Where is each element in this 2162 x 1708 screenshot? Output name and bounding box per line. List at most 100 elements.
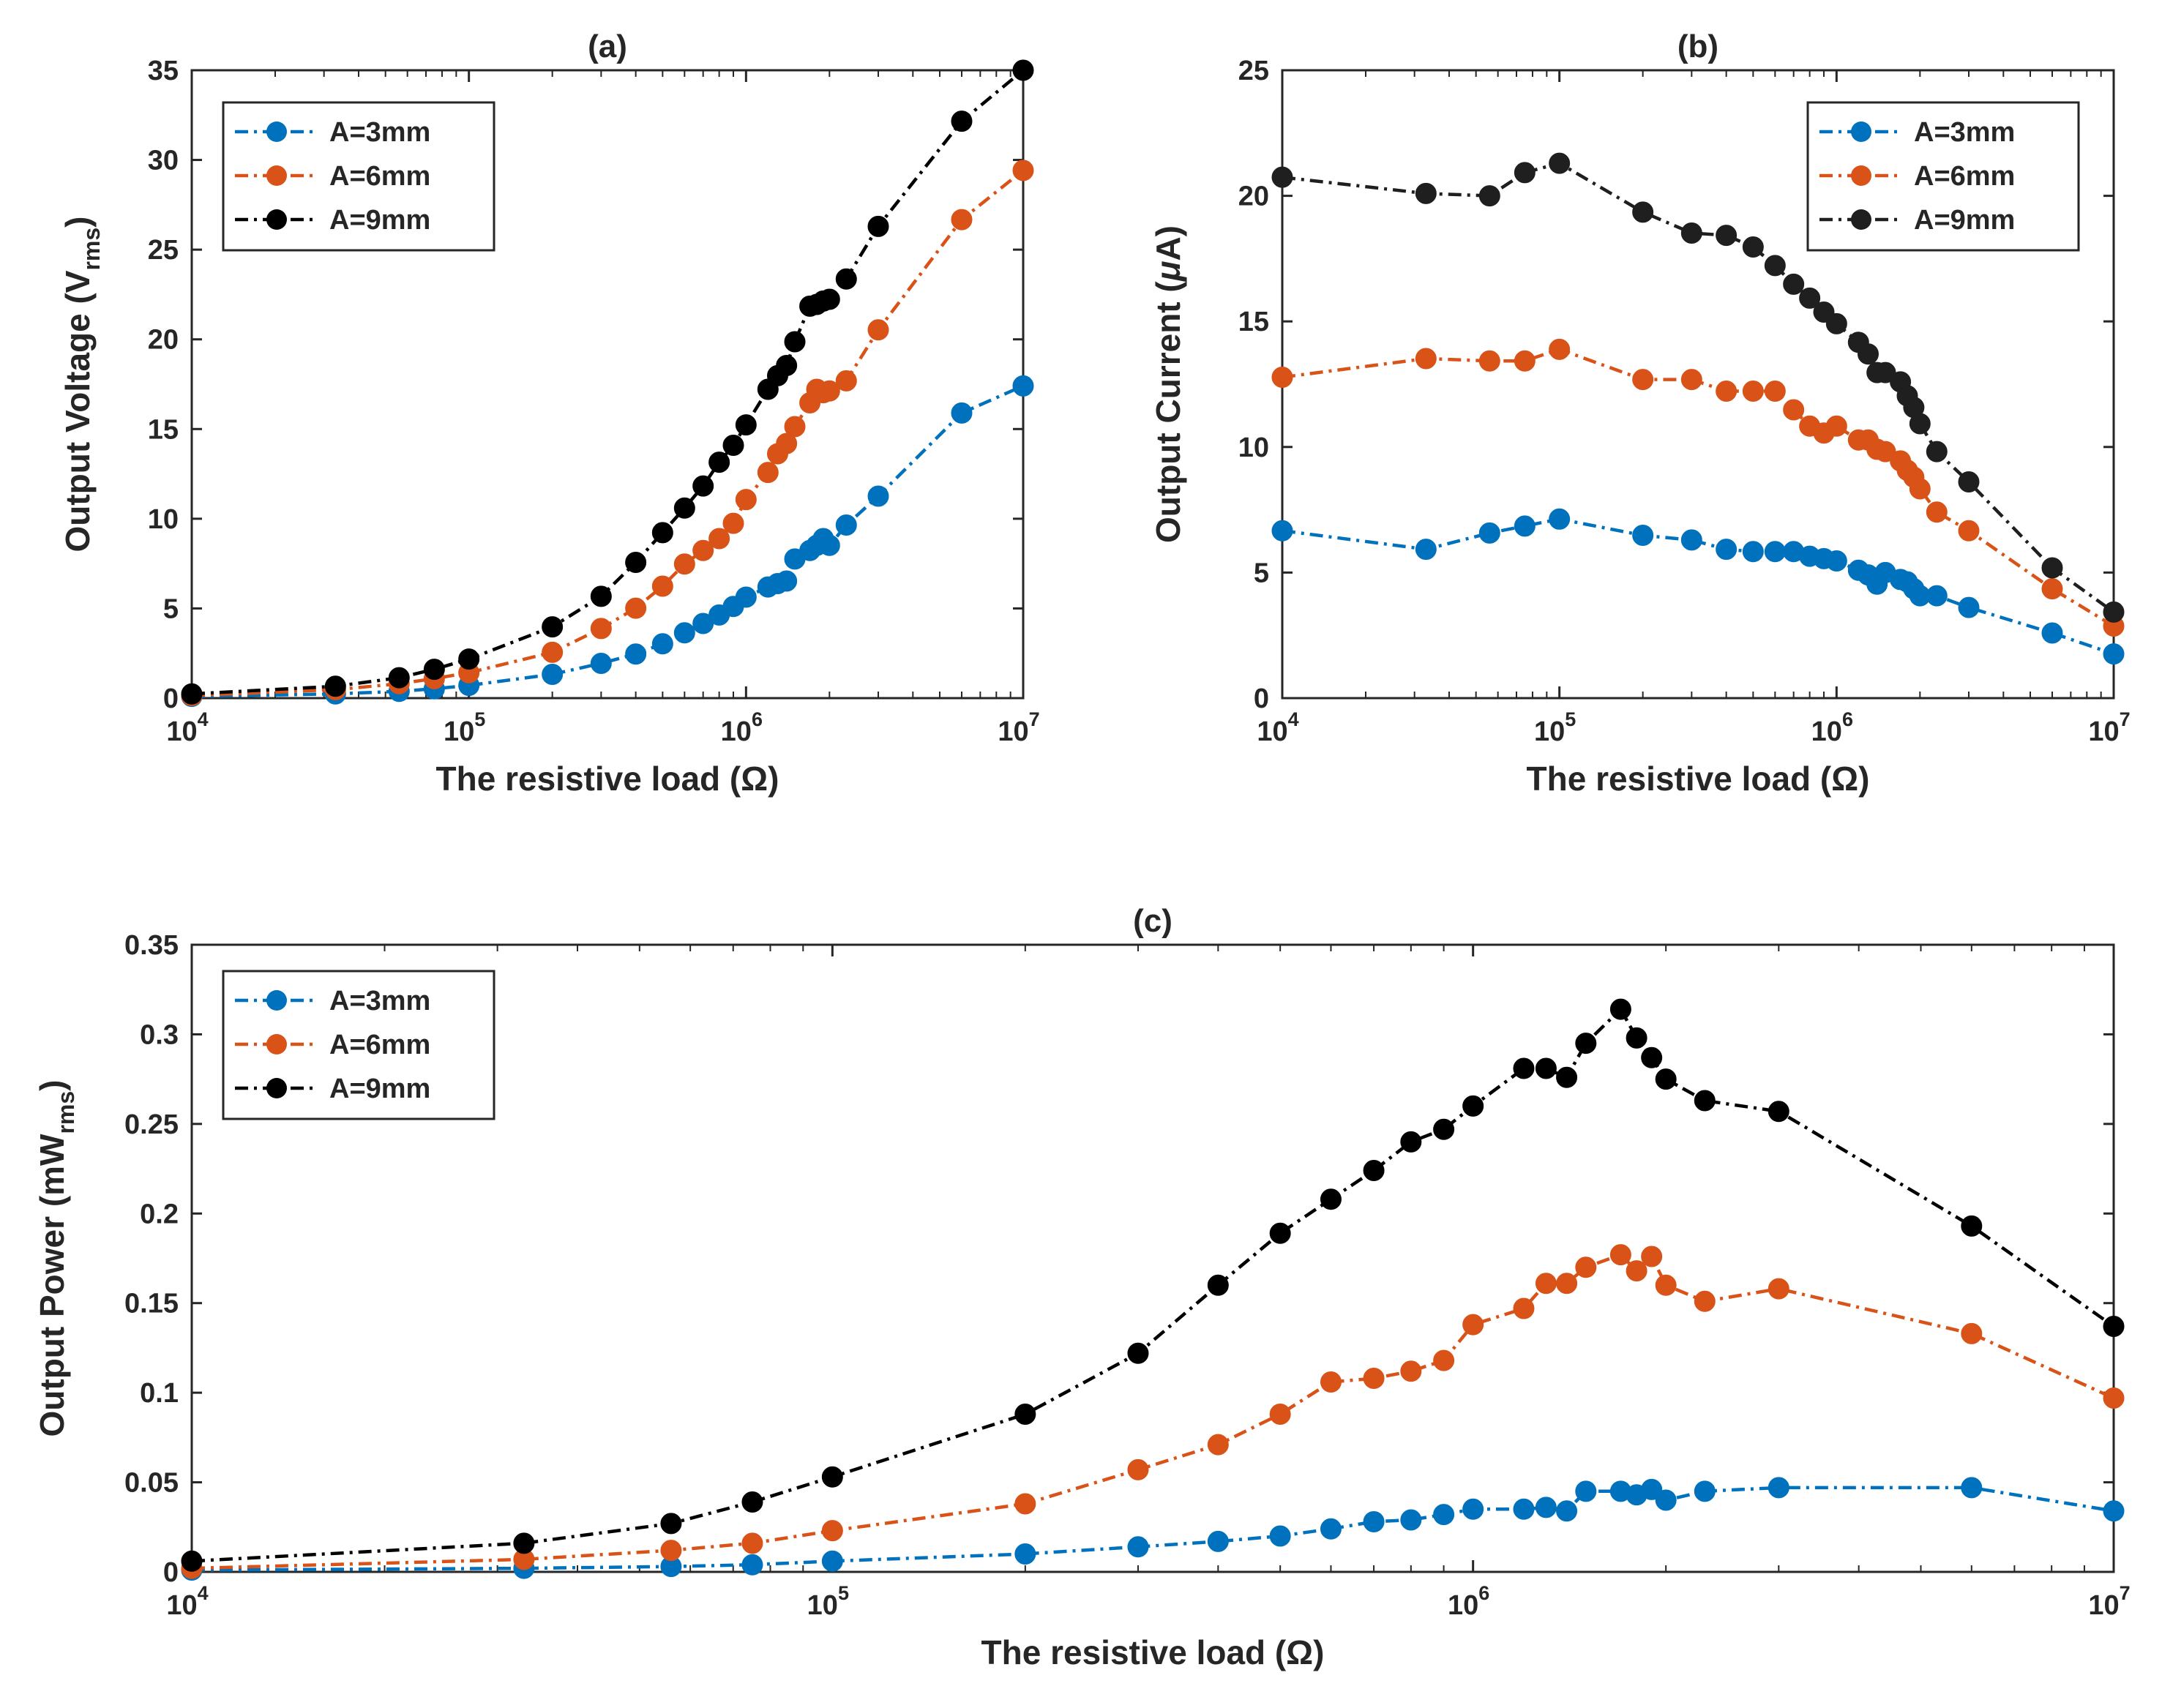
data-point [1575, 1033, 1597, 1055]
data-point [1958, 520, 1980, 542]
data-point [1271, 366, 1293, 388]
data-point [2103, 1387, 2125, 1409]
data-point [1478, 185, 1500, 207]
data-point [1433, 1118, 1455, 1140]
data-point [1825, 550, 1847, 572]
data-point [1926, 441, 1948, 462]
data-point [590, 618, 612, 640]
y-tick-label: 0.25 [124, 1109, 179, 1140]
data-point [1271, 520, 1293, 542]
y-tick-label: 15 [148, 414, 179, 445]
x-tick-base: 10 [1257, 716, 1287, 747]
data-point [867, 319, 889, 341]
data-point [835, 268, 857, 290]
y-tick-label: 0.2 [140, 1199, 179, 1229]
data-point [951, 111, 973, 132]
x-tick-label: 105 [444, 708, 485, 747]
data-point [1783, 273, 1805, 295]
data-point [542, 664, 564, 686]
data-point [1961, 1215, 1983, 1237]
x-tick-exponent: 4 [198, 1582, 209, 1604]
data-point [1535, 1057, 1557, 1079]
x-tick-label: 107 [2088, 1582, 2130, 1621]
data-point [757, 462, 779, 484]
y-tick-label: 0.35 [124, 930, 179, 961]
data-point [1680, 529, 1702, 551]
series-a3mm [1271, 508, 2125, 665]
data-point [388, 667, 410, 689]
y-tick-label: 15 [1238, 307, 1269, 337]
data-point [1655, 1274, 1677, 1296]
legend-marker [1851, 121, 1871, 142]
data-point [1764, 381, 1786, 402]
data-point [181, 1550, 203, 1572]
data-point [784, 331, 806, 353]
data-point [1320, 1188, 1342, 1210]
data-point [741, 1554, 763, 1576]
data-point [1641, 1046, 1663, 1068]
data-point [1535, 1497, 1557, 1518]
data-point [1716, 381, 1738, 402]
x-tick-label: 104 [166, 708, 208, 747]
x-tick-label: 106 [1448, 1582, 1489, 1621]
x-tick-base: 10 [721, 716, 752, 747]
data-point [1961, 1477, 1983, 1499]
legend-label: A=9mm [329, 205, 430, 236]
y-axis-label-subscript: rms [53, 1091, 79, 1134]
data-point [1269, 1404, 1291, 1426]
x-tick-exponent: 6 [752, 708, 763, 730]
data-point [1694, 1290, 1716, 1312]
data-point [1768, 1278, 1789, 1300]
data-point [1363, 1368, 1385, 1390]
y-tick-label: 0 [163, 1557, 179, 1588]
data-point [722, 434, 744, 456]
data-point [1626, 1260, 1647, 1282]
data-point [651, 575, 673, 597]
legend-label: A=3mm [329, 986, 430, 1016]
data-point [2041, 557, 2063, 579]
data-point [1694, 1090, 1716, 1112]
data-point [1012, 375, 1034, 397]
series-a6mm [1271, 338, 2125, 637]
y-tick-label: 20 [1238, 181, 1269, 212]
data-point [1632, 201, 1654, 223]
legend-label: A=9mm [1914, 205, 2015, 236]
legend-marker [266, 1034, 287, 1055]
y-tick-label: 0.05 [124, 1468, 179, 1499]
y-tick-label: 20 [148, 325, 179, 356]
data-point [673, 553, 695, 575]
x-tick-label: 105 [807, 1582, 849, 1621]
series-a3mm [181, 375, 1034, 708]
legend-marker [266, 121, 287, 142]
x-tick-base: 10 [166, 1590, 197, 1621]
x-tick-base: 10 [807, 1590, 838, 1621]
data-point [1462, 1095, 1484, 1117]
legend: A=3mm A=6mm A=9mm [222, 970, 495, 1120]
data-point [776, 354, 798, 376]
x-tick-label: 106 [1811, 708, 1853, 747]
data-point [1575, 1480, 1597, 1502]
data-point [2103, 1316, 2125, 1338]
legend-label: A=3mm [1914, 117, 2015, 148]
x-tick-base: 10 [2088, 1590, 2119, 1621]
data-point [1909, 478, 1931, 500]
x-tick-exponent: 5 [474, 708, 485, 730]
data-point [821, 1550, 843, 1572]
data-point [1478, 350, 1500, 372]
x-tick-exponent: 7 [1029, 708, 1040, 730]
series-a9mm [1271, 152, 2125, 623]
data-point [1626, 1027, 1647, 1049]
legend-label: A=6mm [1914, 161, 2015, 192]
data-point [1909, 413, 1931, 435]
data-point [1513, 1057, 1535, 1079]
data-point [1400, 1509, 1422, 1531]
data-point [673, 497, 695, 519]
x-tick-label: 106 [721, 708, 763, 747]
data-point [1742, 236, 1764, 258]
data-point [741, 1532, 763, 1554]
x-tick-base: 10 [166, 716, 197, 747]
y-tick-label: 0 [163, 683, 179, 714]
data-point [2041, 578, 2063, 600]
